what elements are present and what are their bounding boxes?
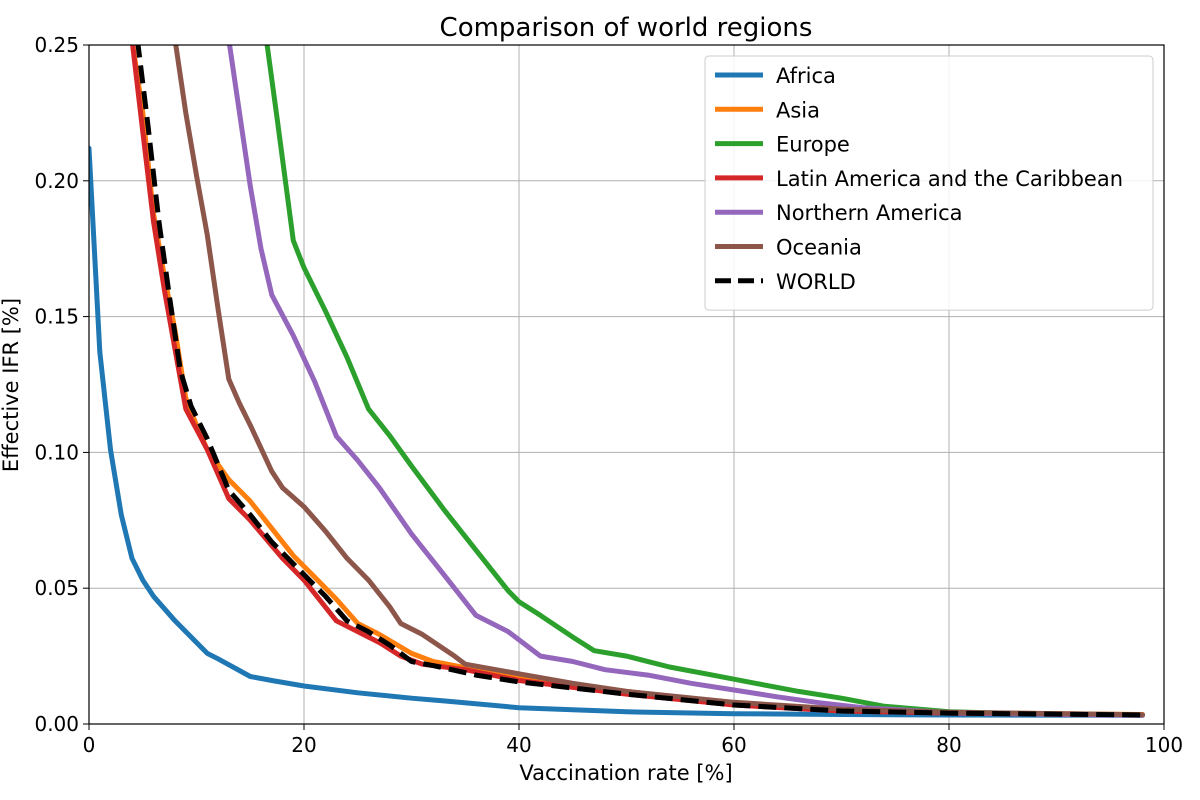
x-tick-label: 60 (721, 733, 746, 757)
y-tick-label: 0.20 (34, 169, 79, 193)
y-tick-label: 0.10 (34, 440, 79, 464)
legend-label-latin-america-and-the-caribbean: Latin America and the Caribbean (776, 167, 1123, 191)
legend-label-asia: Asia (776, 98, 820, 122)
x-axis-label: Vaccination rate [%] (519, 761, 732, 785)
series-lines (89, 45, 1145, 718)
legend-label-africa: Africa (776, 64, 836, 88)
plot-area-frame (88, 44, 1165, 725)
legend-label-europe: Europe (776, 133, 850, 157)
y-tick-label: 0.05 (34, 576, 79, 600)
legend-box (704, 55, 1154, 311)
y-tick-label: 0.15 (34, 305, 79, 329)
y-tick-label: 0.00 (34, 712, 79, 736)
y-axis-label: Effective IFR [%] (0, 298, 23, 472)
x-tick-label: 80 (936, 733, 961, 757)
legend-label-northern-america: Northern America (776, 201, 963, 225)
series-line-europe (264, 45, 1145, 718)
x-tick-label: 0 (83, 733, 96, 757)
series-line-northern-america (227, 45, 1145, 718)
chart-title: Comparison of world regions (440, 13, 813, 43)
legend-label-world: WORLD (776, 270, 856, 294)
x-tick-label: 20 (291, 733, 316, 757)
legend-label-oceania: Oceania (776, 236, 862, 260)
series-line-africa (89, 145, 1145, 718)
x-tick-label: 100 (1145, 733, 1183, 757)
series-line-world (135, 45, 1143, 718)
series-line-oceania (173, 45, 1145, 718)
axis-ticks: 0 20 40 60 80 100 0.00 0.05 0.10 0.15 0.20 0.25 (34, 33, 1183, 757)
y-tick-label: 0.25 (34, 33, 79, 57)
x-tick-label: 40 (506, 733, 531, 757)
legend: Africa Asia Europe Latin America and the Ca… (704, 55, 1154, 311)
